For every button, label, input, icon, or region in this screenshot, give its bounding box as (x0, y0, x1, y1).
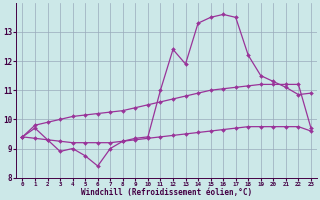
X-axis label: Windchill (Refroidissement éolien,°C): Windchill (Refroidissement éolien,°C) (81, 188, 252, 197)
